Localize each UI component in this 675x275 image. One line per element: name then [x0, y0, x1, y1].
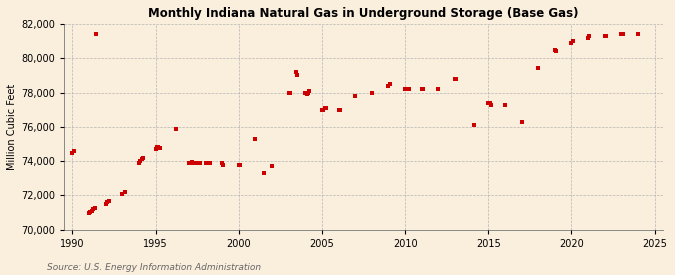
Text: Source: U.S. Energy Information Administration: Source: U.S. Energy Information Administ… — [47, 263, 261, 272]
Y-axis label: Million Cubic Feet: Million Cubic Feet — [7, 84, 17, 170]
Title: Monthly Indiana Natural Gas in Underground Storage (Base Gas): Monthly Indiana Natural Gas in Undergrou… — [148, 7, 578, 20]
